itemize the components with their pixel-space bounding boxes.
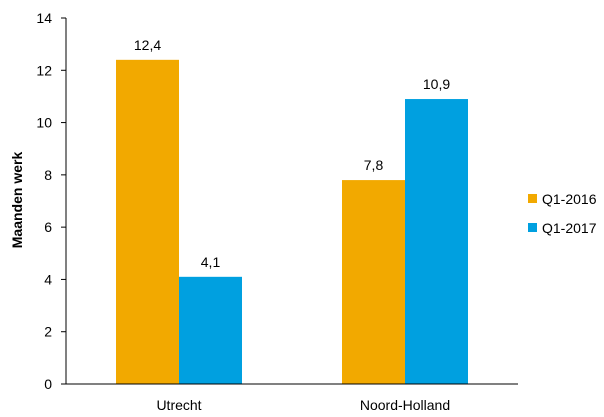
data-label: 12,4 — [134, 37, 161, 53]
legend-label: Q1-2016 — [542, 191, 597, 207]
y-tick-label: 8 — [44, 167, 52, 183]
legend-swatch — [528, 223, 537, 232]
y-tick-label: 10 — [36, 115, 52, 131]
data-labels: 12,4 4,1 7,8 10,9 — [134, 37, 450, 270]
legend: Q1-2016 Q1-2017 — [528, 191, 597, 236]
data-label: 4,1 — [201, 254, 221, 270]
bar-q1-2016-noord-holland — [342, 180, 405, 384]
data-label: 10,9 — [423, 76, 450, 92]
bar-q1-2017-utrecht — [179, 276, 242, 384]
data-label: 7,8 — [364, 157, 384, 173]
y-tick-label: 4 — [44, 271, 52, 287]
x-category-label: Noord-Holland — [360, 397, 450, 413]
y-axis-ticks: 0 2 4 6 8 10 12 14 — [36, 10, 66, 392]
y-tick-label: 12 — [36, 62, 52, 78]
y-tick-label: 6 — [44, 219, 52, 235]
x-axis-categories: Utrecht Noord-Holland — [156, 397, 450, 413]
y-axis-label: Maanden werk — [9, 152, 25, 249]
x-category-label: Utrecht — [156, 397, 201, 413]
legend-swatch — [528, 194, 537, 203]
bar-q1-2017-noord-holland — [405, 99, 468, 385]
y-tick-label: 2 — [44, 324, 52, 340]
bar-q1-2016-utrecht — [116, 59, 179, 384]
y-tick-label: 0 — [44, 376, 52, 392]
y-tick-label: 14 — [36, 10, 52, 26]
bars — [116, 59, 468, 385]
legend-label: Q1-2017 — [542, 220, 597, 236]
